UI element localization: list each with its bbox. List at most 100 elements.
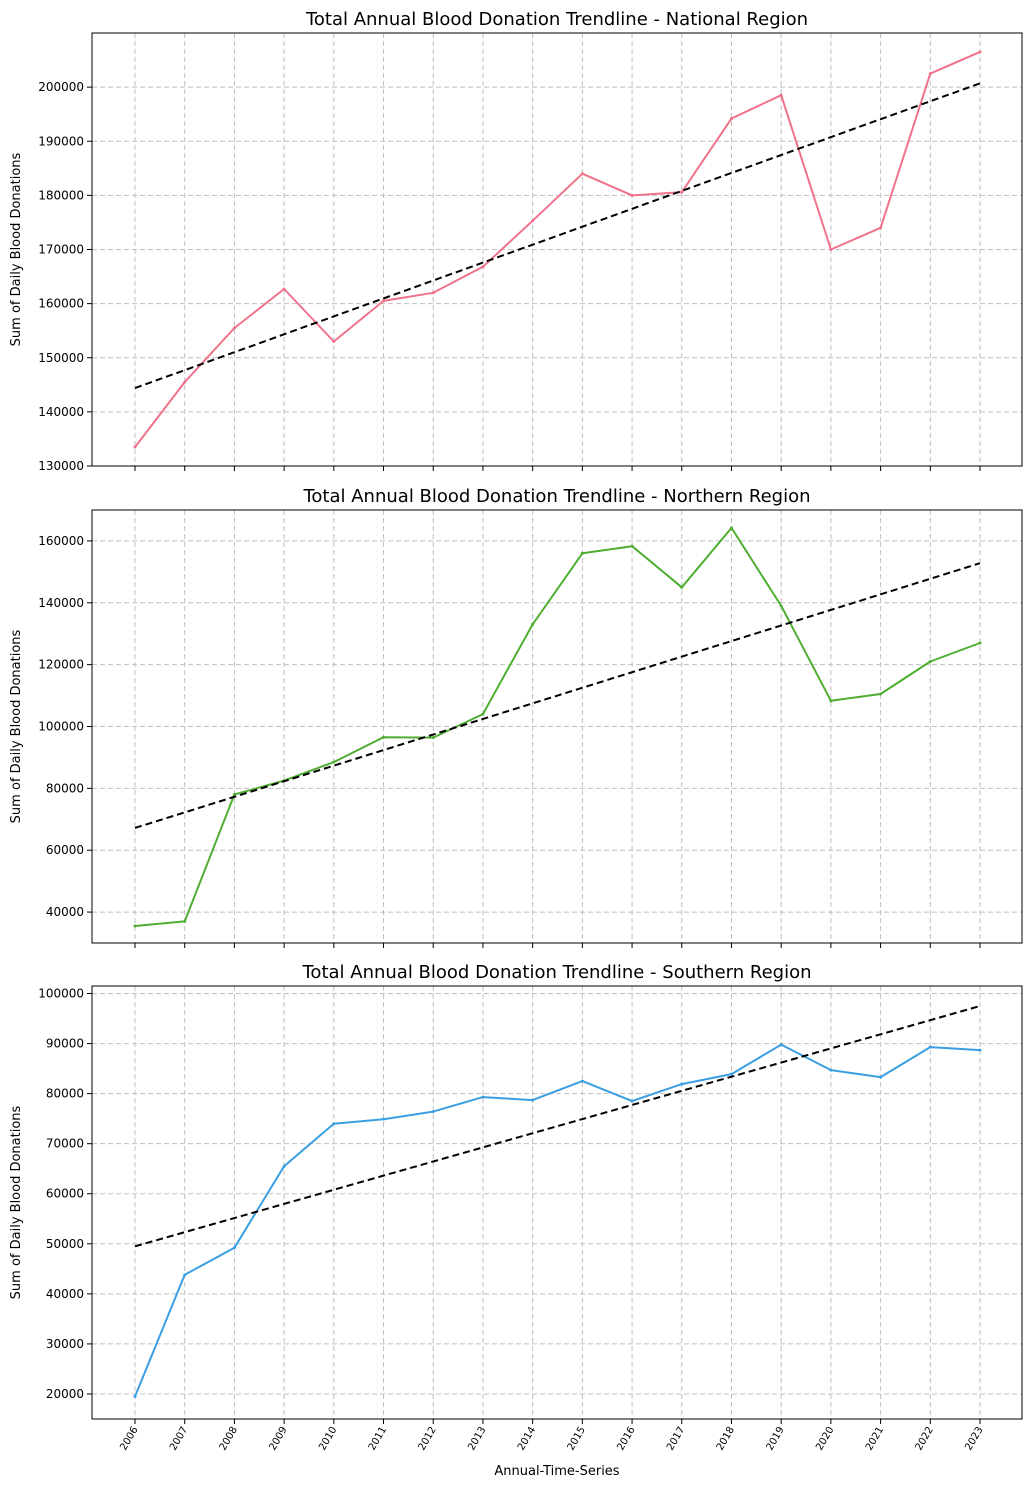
- x-tick-label: 2020: [814, 1425, 836, 1453]
- data-point: [332, 340, 336, 344]
- data-point: [332, 1122, 336, 1126]
- y-tick-label: 20000: [46, 1387, 84, 1401]
- data-point: [779, 604, 783, 608]
- x-axis-label: Annual-Time-Series: [494, 1464, 619, 1479]
- data-point: [332, 760, 336, 764]
- data-point: [481, 265, 485, 269]
- data-point: [978, 641, 982, 645]
- data-point: [282, 1164, 286, 1168]
- y-tick-label: 120000: [38, 658, 84, 672]
- y-tick-label: 80000: [46, 1087, 84, 1101]
- x-tick-label: 2015: [566, 1425, 588, 1453]
- plot-frame: [91, 32, 1023, 467]
- data-point: [928, 660, 932, 664]
- data-point: [630, 544, 634, 548]
- y-tick-label: 100000: [38, 720, 84, 734]
- data-point: [630, 193, 634, 197]
- data-point: [879, 226, 883, 230]
- y-tick-label: 200000: [38, 80, 84, 94]
- plot-frame: [91, 509, 1023, 944]
- trendline: [134, 562, 981, 829]
- x-tick-label: 2006: [118, 1425, 140, 1453]
- data-point: [580, 172, 584, 176]
- chart-title: Total Annual Blood Donation Trendline - …: [302, 962, 812, 983]
- data-point: [680, 190, 684, 194]
- data-point: [232, 326, 236, 330]
- data-point: [431, 291, 435, 295]
- y-tick-label: 50000: [46, 1237, 84, 1251]
- series-line: [134, 50, 981, 448]
- y-axis-label: Sum of Daily Blood Donations: [9, 1105, 24, 1299]
- y-tick-label: 40000: [46, 905, 84, 919]
- y-tick-label: 60000: [46, 843, 84, 857]
- data-point: [133, 924, 137, 928]
- x-tick-label: 2018: [715, 1425, 737, 1453]
- data-point: [779, 93, 783, 97]
- y-tick-label: 150000: [38, 351, 84, 365]
- y-axis-label: Sum of Daily Blood Donations: [9, 152, 24, 346]
- x-tick-label: 2010: [317, 1425, 339, 1453]
- x-tick-label: 2014: [516, 1425, 538, 1453]
- data-point: [729, 1072, 733, 1076]
- data-point: [829, 1068, 833, 1072]
- chart-panel-2: 40000 60000 80000 100000 120000 140000 160000 T…: [9, 486, 1023, 948]
- series-line: [134, 1043, 981, 1397]
- data-point: [133, 1394, 137, 1398]
- data-point: [183, 919, 187, 923]
- y-tick-label: 130000: [38, 459, 84, 473]
- data-point: [382, 1117, 386, 1121]
- chart-panel-1: 130000 140000 150000 160000 170000 180000 1900…: [9, 9, 1023, 473]
- data-point: [531, 219, 535, 223]
- data-point: [729, 526, 733, 530]
- trendline: [134, 82, 981, 390]
- data-point: [481, 1095, 485, 1099]
- data-point: [431, 736, 435, 740]
- data-point: [829, 248, 833, 251]
- y-tick-label: 60000: [46, 1187, 84, 1201]
- x-tick-label: 2012: [417, 1425, 439, 1453]
- y-tick-label: 40000: [46, 1287, 84, 1301]
- data-point: [580, 1079, 584, 1083]
- x-tick-label: 2021: [864, 1425, 886, 1453]
- data-point: [580, 551, 584, 555]
- y-tick-label: 170000: [38, 243, 84, 257]
- data-point: [282, 287, 286, 291]
- data-point: [232, 1246, 236, 1250]
- y-tick-label: 190000: [38, 134, 84, 148]
- data-point: [928, 72, 932, 76]
- y-tick-label: 160000: [38, 297, 84, 311]
- data-point: [829, 699, 833, 703]
- data-point: [531, 622, 535, 626]
- x-tick-label: 2017: [665, 1425, 687, 1453]
- data-point: [779, 1043, 783, 1047]
- data-point: [879, 692, 883, 696]
- data-point: [531, 1098, 535, 1102]
- x-tick-label: 2011: [367, 1425, 389, 1453]
- chart-title: Total Annual Blood Donation Trendline - …: [302, 486, 810, 507]
- data-point: [382, 735, 386, 739]
- data-point: [183, 1273, 187, 1277]
- data-point: [928, 1045, 932, 1049]
- y-tick-label: 70000: [46, 1137, 84, 1151]
- x-tick-label: 2023: [963, 1425, 985, 1453]
- x-tick-label: 2019: [765, 1425, 787, 1453]
- data-point: [879, 1075, 883, 1079]
- x-tick-label: 2013: [466, 1425, 488, 1453]
- y-tick-label: 140000: [38, 596, 84, 610]
- x-tick-label: 2009: [267, 1425, 289, 1453]
- data-point: [978, 1048, 982, 1052]
- data-point: [729, 117, 733, 121]
- chart-panel-3: 20000 30000 40000 50000 60000 70000 80000 90000…: [9, 962, 1023, 1479]
- y-tick-label: 180000: [38, 188, 84, 202]
- y-tick-label: 30000: [46, 1337, 84, 1351]
- y-tick-label: 160000: [38, 534, 84, 548]
- x-tick-label: 2007: [168, 1425, 190, 1453]
- x-tick-label: 2022: [914, 1425, 936, 1453]
- y-tick-label: 100000: [38, 987, 84, 1001]
- x-tick-label: 2008: [218, 1425, 240, 1453]
- data-point: [978, 50, 982, 54]
- data-point: [481, 712, 485, 716]
- x-tick-label: 2016: [615, 1425, 637, 1453]
- y-tick-label: 80000: [46, 781, 84, 795]
